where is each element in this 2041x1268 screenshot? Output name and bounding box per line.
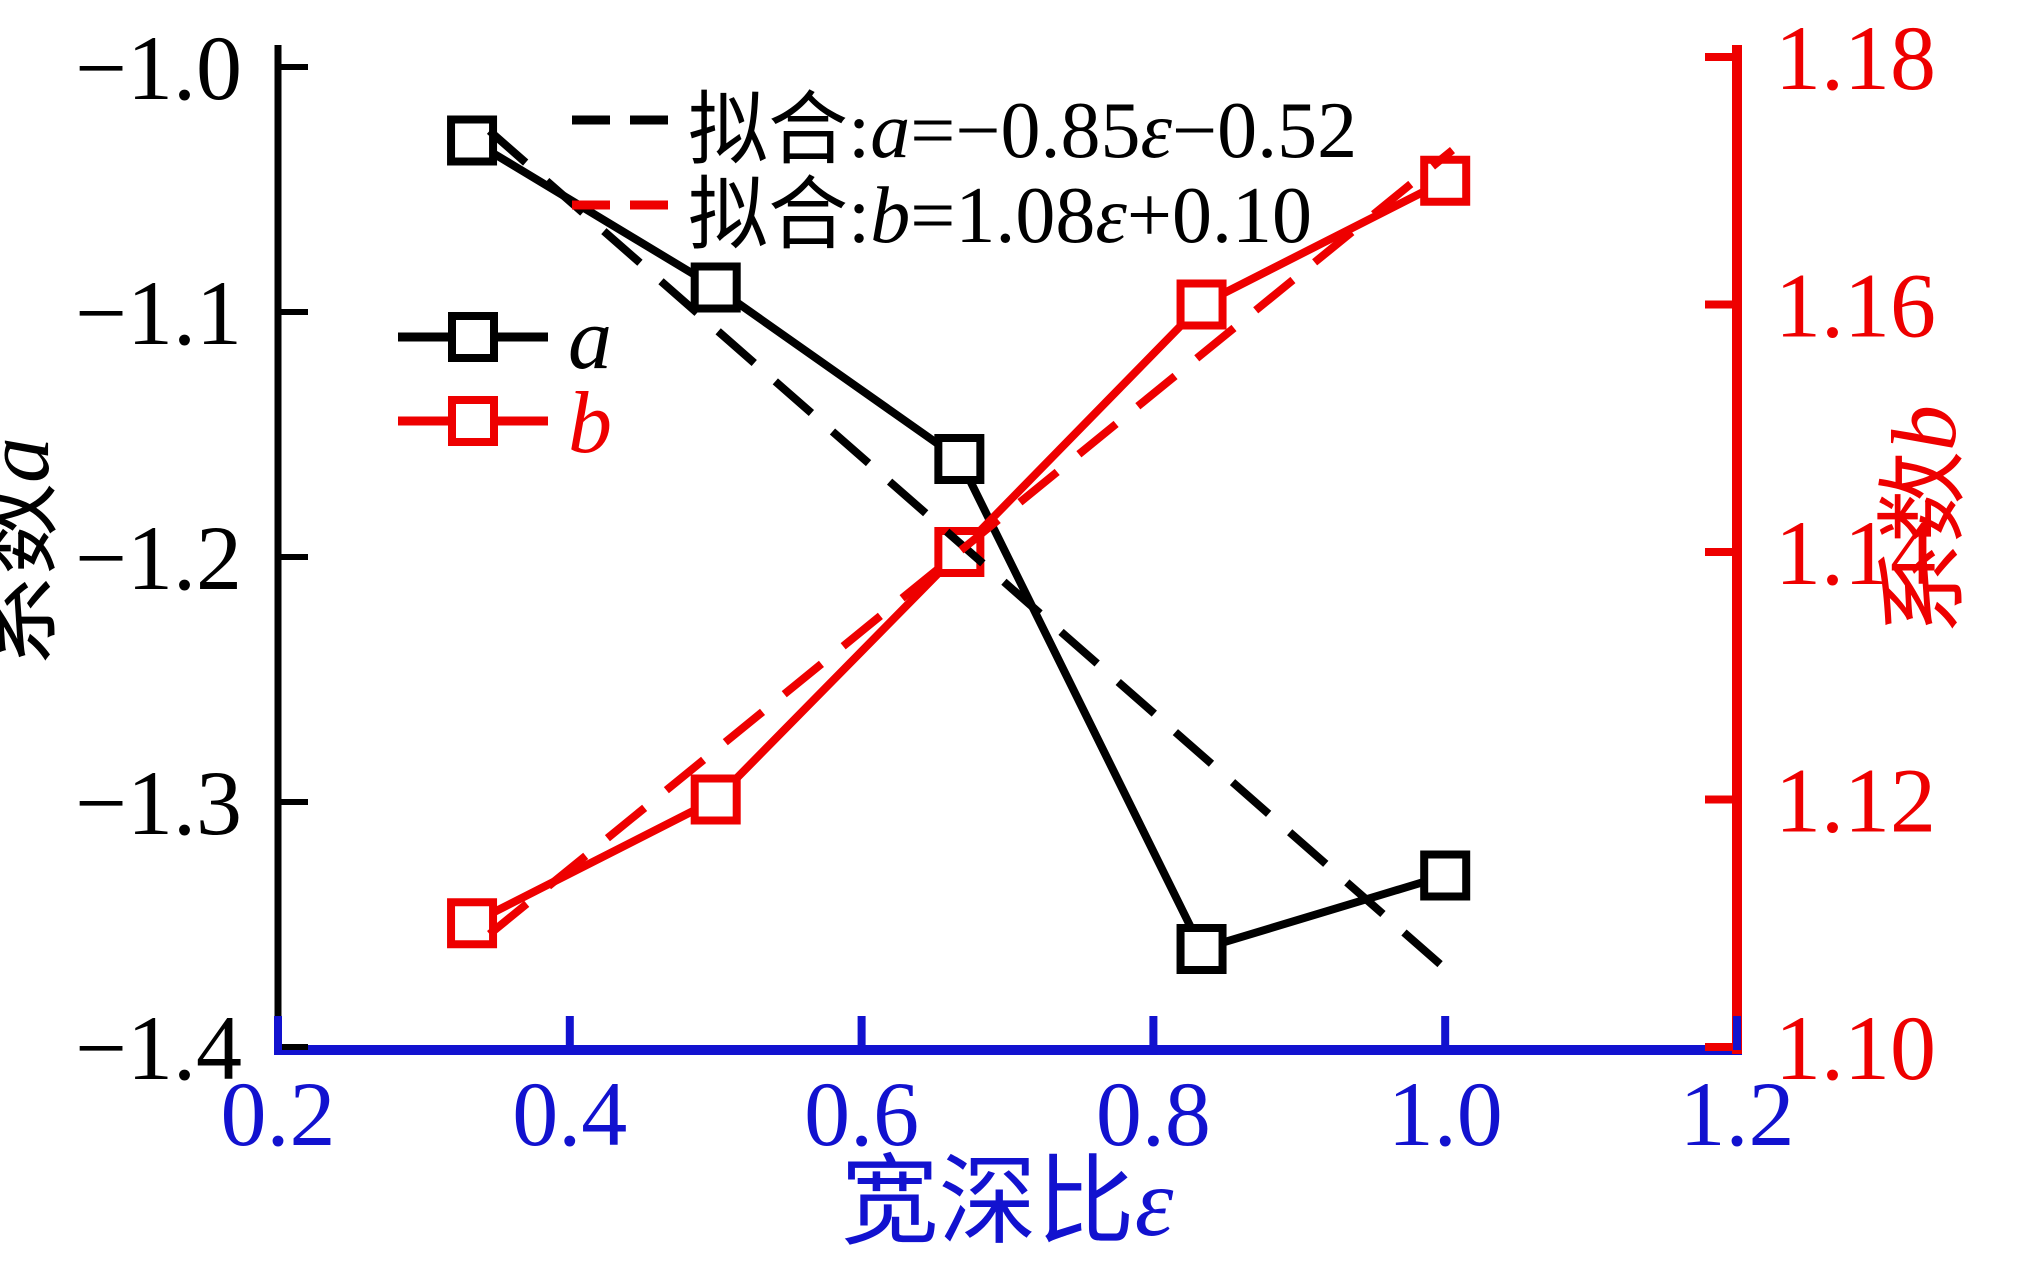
x-axis-tick-label: 0.6 [804,1063,919,1165]
legend-fit-a-label: 拟合:a=−0.85ε−0.52 [688,87,1357,175]
legend-series-a-label: a [568,291,612,388]
fit-a-dashed-line [486,127,1456,979]
right-axis-tick-label: 1.10 [1775,997,1936,1099]
legend-series-b-marker-swatch [448,396,498,446]
legend-series-a-marker-swatch [448,312,498,362]
series-a-marker [934,434,985,484]
series-b-marker [447,898,498,949]
legend-series-b-label: b [568,375,612,472]
right-axis-tick-label: 1.14 [1775,502,1936,604]
x-axis-tick-label: 0.4 [512,1063,627,1165]
fit-b-dashed-line [487,146,1456,938]
series-b-marker [1420,155,1471,206]
left-axis-tick-label: −1.3 [75,752,242,854]
left-axis-title: 系数a [0,437,68,667]
series-b-marker [1176,279,1227,330]
right-axis-title: 系数b [1873,405,1975,635]
left-axis-tick-label: −1.2 [75,507,242,609]
series-a-marker [447,115,498,166]
left-axis-tick-label: −1.1 [75,262,242,364]
x-axis-tick-label: 0.2 [221,1063,336,1165]
x-axis-tick-label: 1.0 [1388,1063,1503,1165]
right-axis-tick-label: 1.12 [1775,750,1936,852]
left-axis-tick-label: −1.4 [75,997,242,1099]
series-a-marker [1420,850,1471,901]
series-b-marker [690,774,741,825]
right-axis-tick-label: 1.16 [1775,255,1936,357]
x-axis-title: 宽深比ε [841,1149,1174,1257]
series-a-marker [1176,924,1227,974]
left-axis-tick-label: −1.0 [75,17,242,119]
x-axis-tick-label: 1.2 [1680,1063,1795,1165]
x-axis-tick-label: 0.8 [1096,1063,1211,1165]
series-a-marker [690,262,741,313]
plot-layer: −1.0 −1.1 −1.2 −1.3 −1.4 1.18 1.16 1.14 1.12 1.10… [75,7,1936,1165]
right-axis-tick-label: 1.18 [1775,7,1936,109]
legend-fit-b-label: 拟合:b=1.08ε+0.10 [688,172,1312,260]
